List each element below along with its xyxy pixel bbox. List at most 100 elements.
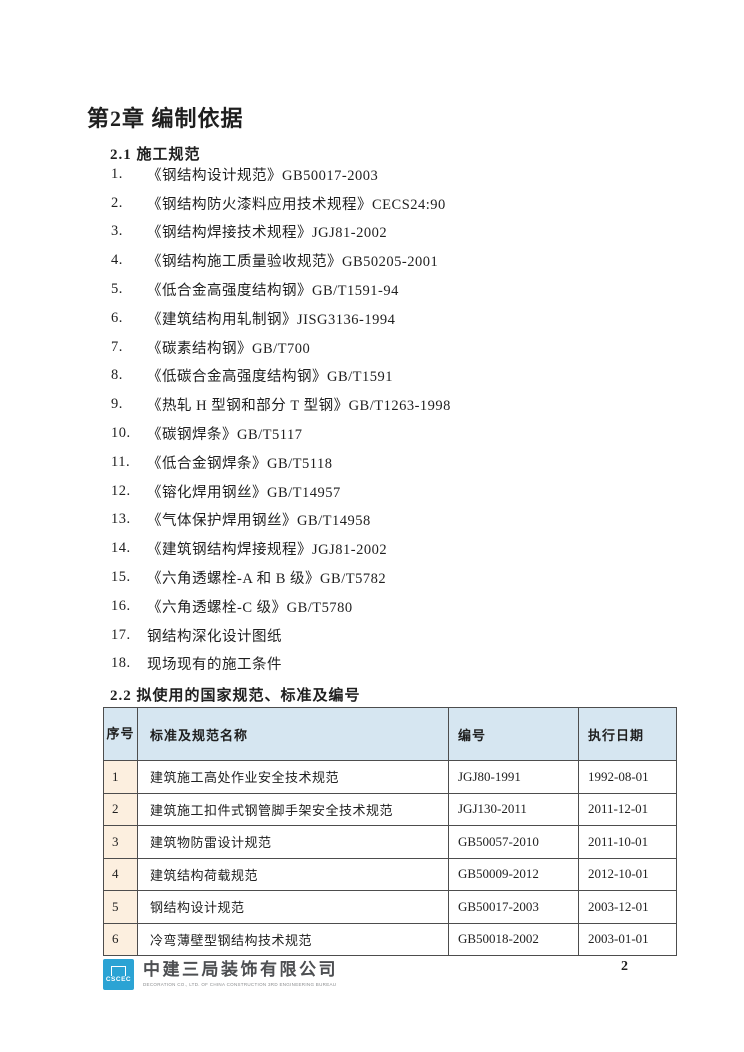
- table-cell-code: JGJ130-2011: [448, 792, 579, 826]
- table-cell-code: GB50017-2003: [448, 890, 579, 924]
- page-footer: CSCEC 中建三局装饰有限公司 DECORATION CO., LTD. OF…: [103, 959, 643, 990]
- table-cell-no: 5: [103, 890, 138, 924]
- spec-list-item-text: 《热轧 H 型钢和部分 T 型钢》GB/T1263-1998: [147, 398, 451, 415]
- spec-list-item: 3. 《钢结构焊接技术规程》JGJ81-2002: [111, 218, 641, 247]
- spec-list-item-number: 17.: [111, 626, 131, 643]
- spec-list-item-number: 14.: [111, 540, 131, 557]
- spec-list-item-number: 9.: [111, 396, 123, 413]
- spec-list-item: 10. 《碳钢焊条》GB/T5117: [111, 419, 641, 448]
- spec-list-item: 13. 《气体保护焊用钢丝》GB/T14958: [111, 506, 641, 535]
- table-cell-date: 1992-08-01: [578, 760, 677, 794]
- spec-list-item-text: 《建筑结构用轧制钢》JISG3136-1994: [147, 311, 396, 328]
- spec-list-item-number: 12.: [111, 482, 131, 499]
- spec-list-item-text: 《钢结构防火漆料应用技术规程》CECS24:90: [147, 196, 446, 213]
- spec-list-item-text: 《钢结构设计规范》GB50017-2003: [147, 167, 379, 184]
- table-cell-no: 6: [103, 922, 138, 956]
- spec-list: 1. 《钢结构设计规范》GB50017-2003 2. 《钢结构防火漆料应用技术…: [111, 160, 641, 678]
- spec-list-item-number: 16.: [111, 597, 131, 614]
- table-cell-no: 3: [103, 825, 138, 859]
- spec-list-item: 11. 《低合金钢焊条》GB/T5118: [111, 448, 641, 477]
- spec-list-item-number: 3.: [111, 223, 123, 240]
- company-name: 中建三局装饰有限公司: [143, 960, 338, 979]
- spec-list-item-text: 《钢结构施工质量验收规范》GB50205-2001: [147, 254, 439, 271]
- table-cell-name: 建筑结构荷载规范: [137, 857, 449, 891]
- spec-list-item-number: 18.: [111, 655, 131, 672]
- section-2-2-heading: 2.2 拟使用的国家规范、标准及编号: [110, 688, 361, 705]
- spec-list-item: 17. 钢结构深化设计图纸: [111, 621, 641, 650]
- table-header-code: 编号: [448, 707, 579, 761]
- spec-list-item: 15. 《六角透螺栓-A 和 B 级》GB/T5782: [111, 563, 641, 592]
- table-cell-name: 冷弯薄壁型钢结构技术规范: [137, 922, 449, 956]
- table-cell-no: 2: [103, 792, 138, 826]
- spec-list-item-number: 6.: [111, 309, 123, 326]
- spec-list-item: 4. 《钢结构施工质量验收规范》GB50205-2001: [111, 246, 641, 275]
- spec-list-item-number: 13.: [111, 511, 131, 528]
- table-cell-name: 建筑施工高处作业安全技术规范: [137, 760, 449, 794]
- table-header-no: 序号: [103, 707, 138, 761]
- page-number: 2: [621, 959, 628, 974]
- table-row: 4 建筑结构荷载规范 GB50009-2012 2012-10-01: [103, 857, 677, 891]
- table-cell-name: 钢结构设计规范: [137, 890, 449, 924]
- table-cell-code: GB50018-2002: [448, 922, 579, 956]
- chapter-title: 第2章 编制依据: [87, 105, 244, 131]
- standards-table-body: 1 建筑施工高处作业安全技术规范 JGJ80-1991 1992-08-01 2…: [103, 760, 677, 956]
- standards-table: 序号 标准及规范名称 编号 执行日期 1 建筑施工高处作业安全技术规范 JGJ8…: [103, 707, 677, 956]
- table-cell-date: 2003-01-01: [578, 922, 677, 956]
- table-cell-code: JGJ80-1991: [448, 760, 579, 794]
- spec-list-item-text: 《碳素结构钢》GB/T700: [147, 340, 311, 357]
- company-block: 中建三局装饰有限公司 DECORATION CO., LTD. OF CHINA…: [143, 959, 338, 987]
- spec-list-item: 14. 《建筑钢结构焊接规程》JGJ81-2002: [111, 534, 641, 563]
- spec-list-item-text: 《低碳合金高强度结构钢》GB/T1591: [147, 369, 394, 386]
- spec-list-item-text: 《低合金钢焊条》GB/T5118: [147, 455, 333, 472]
- table-header-name: 标准及规范名称: [137, 707, 449, 761]
- spec-list-item-text: 《碳钢焊条》GB/T5117: [147, 427, 303, 444]
- spec-list-item-text: 《低合金高强度结构钢》GB/T1591-94: [147, 283, 399, 300]
- spec-list-item-text: 《气体保护焊用钢丝》GB/T14958: [147, 513, 371, 530]
- table-cell-code: GB50009-2012: [448, 857, 579, 891]
- logo-emblem-shape: [111, 965, 126, 976]
- company-name-en: DECORATION CO., LTD. OF CHINA CONSTRUCTI…: [143, 982, 337, 988]
- spec-list-item: 5. 《低合金高强度结构钢》GB/T1591-94: [111, 275, 641, 304]
- section-2-1-heading: 2.1 施工规范: [110, 147, 201, 164]
- spec-list-item-text: 《六角透螺栓-C 级》GB/T5780: [147, 599, 353, 616]
- table-cell-date: 2011-12-01: [578, 792, 677, 826]
- spec-list-item: 9. 《热轧 H 型钢和部分 T 型钢》GB/T1263-1998: [111, 390, 641, 419]
- table-cell-no: 4: [103, 857, 138, 891]
- table-row: 2 建筑施工扣件式钢管脚手架安全技术规范 JGJ130-2011 2011-12…: [103, 792, 677, 826]
- spec-list-item-number: 4.: [111, 252, 123, 269]
- spec-list-item: 18. 现场现有的施工条件: [111, 650, 641, 679]
- table-cell-name: 建筑物防雷设计规范: [137, 825, 449, 859]
- spec-list-item: 1. 《钢结构设计规范》GB50017-2003: [111, 160, 641, 189]
- logo-text: CSCEC: [105, 975, 132, 983]
- spec-list-item-text: 钢结构深化设计图纸: [147, 628, 282, 645]
- spec-list-item: 12. 《镕化焊用钢丝》GB/T14957: [111, 477, 641, 506]
- spec-list-item-text: 《镕化焊用钢丝》GB/T14957: [147, 484, 341, 501]
- table-row: 3 建筑物防雷设计规范 GB50057-2010 2011-10-01: [103, 825, 677, 859]
- table-cell-date: 2003-12-01: [578, 890, 677, 924]
- spec-list-item-text: 《六角透螺栓-A 和 B 级》GB/T5782: [147, 571, 387, 588]
- table-row: 5 钢结构设计规范 GB50017-2003 2003-12-01: [103, 890, 677, 924]
- spec-list-item: 6. 《建筑结构用轧制钢》JISG3136-1994: [111, 304, 641, 333]
- spec-list-item: 16. 《六角透螺栓-C 级》GB/T5780: [111, 592, 641, 621]
- spec-list-item-text: 现场现有的施工条件: [147, 657, 282, 674]
- spec-list-item: 8. 《低碳合金高强度结构钢》GB/T1591: [111, 362, 641, 391]
- cscec-logo-icon: CSCEC: [103, 959, 134, 990]
- spec-list-item: 2. 《钢结构防火漆料应用技术规程》CECS24:90: [111, 189, 641, 218]
- table-cell-name: 建筑施工扣件式钢管脚手架安全技术规范: [137, 792, 449, 826]
- spec-list-item-number: 2.: [111, 194, 123, 211]
- table-row: 1 建筑施工高处作业安全技术规范 JGJ80-1991 1992-08-01: [103, 760, 677, 794]
- table-cell-code: GB50057-2010: [448, 825, 579, 859]
- table-cell-date: 2012-10-01: [578, 857, 677, 891]
- spec-list-item-number: 1.: [111, 165, 123, 182]
- spec-list-item: 7. 《碳素结构钢》GB/T700: [111, 333, 641, 362]
- standards-table-header: 序号 标准及规范名称 编号 执行日期: [103, 707, 677, 761]
- spec-list-item-number: 11.: [111, 453, 131, 470]
- spec-list-item-number: 5.: [111, 281, 123, 298]
- table-row: 6 冷弯薄壁型钢结构技术规范 GB50018-2002 2003-01-01: [103, 922, 677, 956]
- spec-list-item-number: 8.: [111, 367, 123, 384]
- spec-list-item-number: 15.: [111, 569, 131, 586]
- spec-list-item-text: 《建筑钢结构焊接规程》JGJ81-2002: [147, 542, 388, 559]
- spec-list-item-text: 《钢结构焊接技术规程》JGJ81-2002: [147, 225, 388, 242]
- spec-list-item-number: 7.: [111, 338, 123, 355]
